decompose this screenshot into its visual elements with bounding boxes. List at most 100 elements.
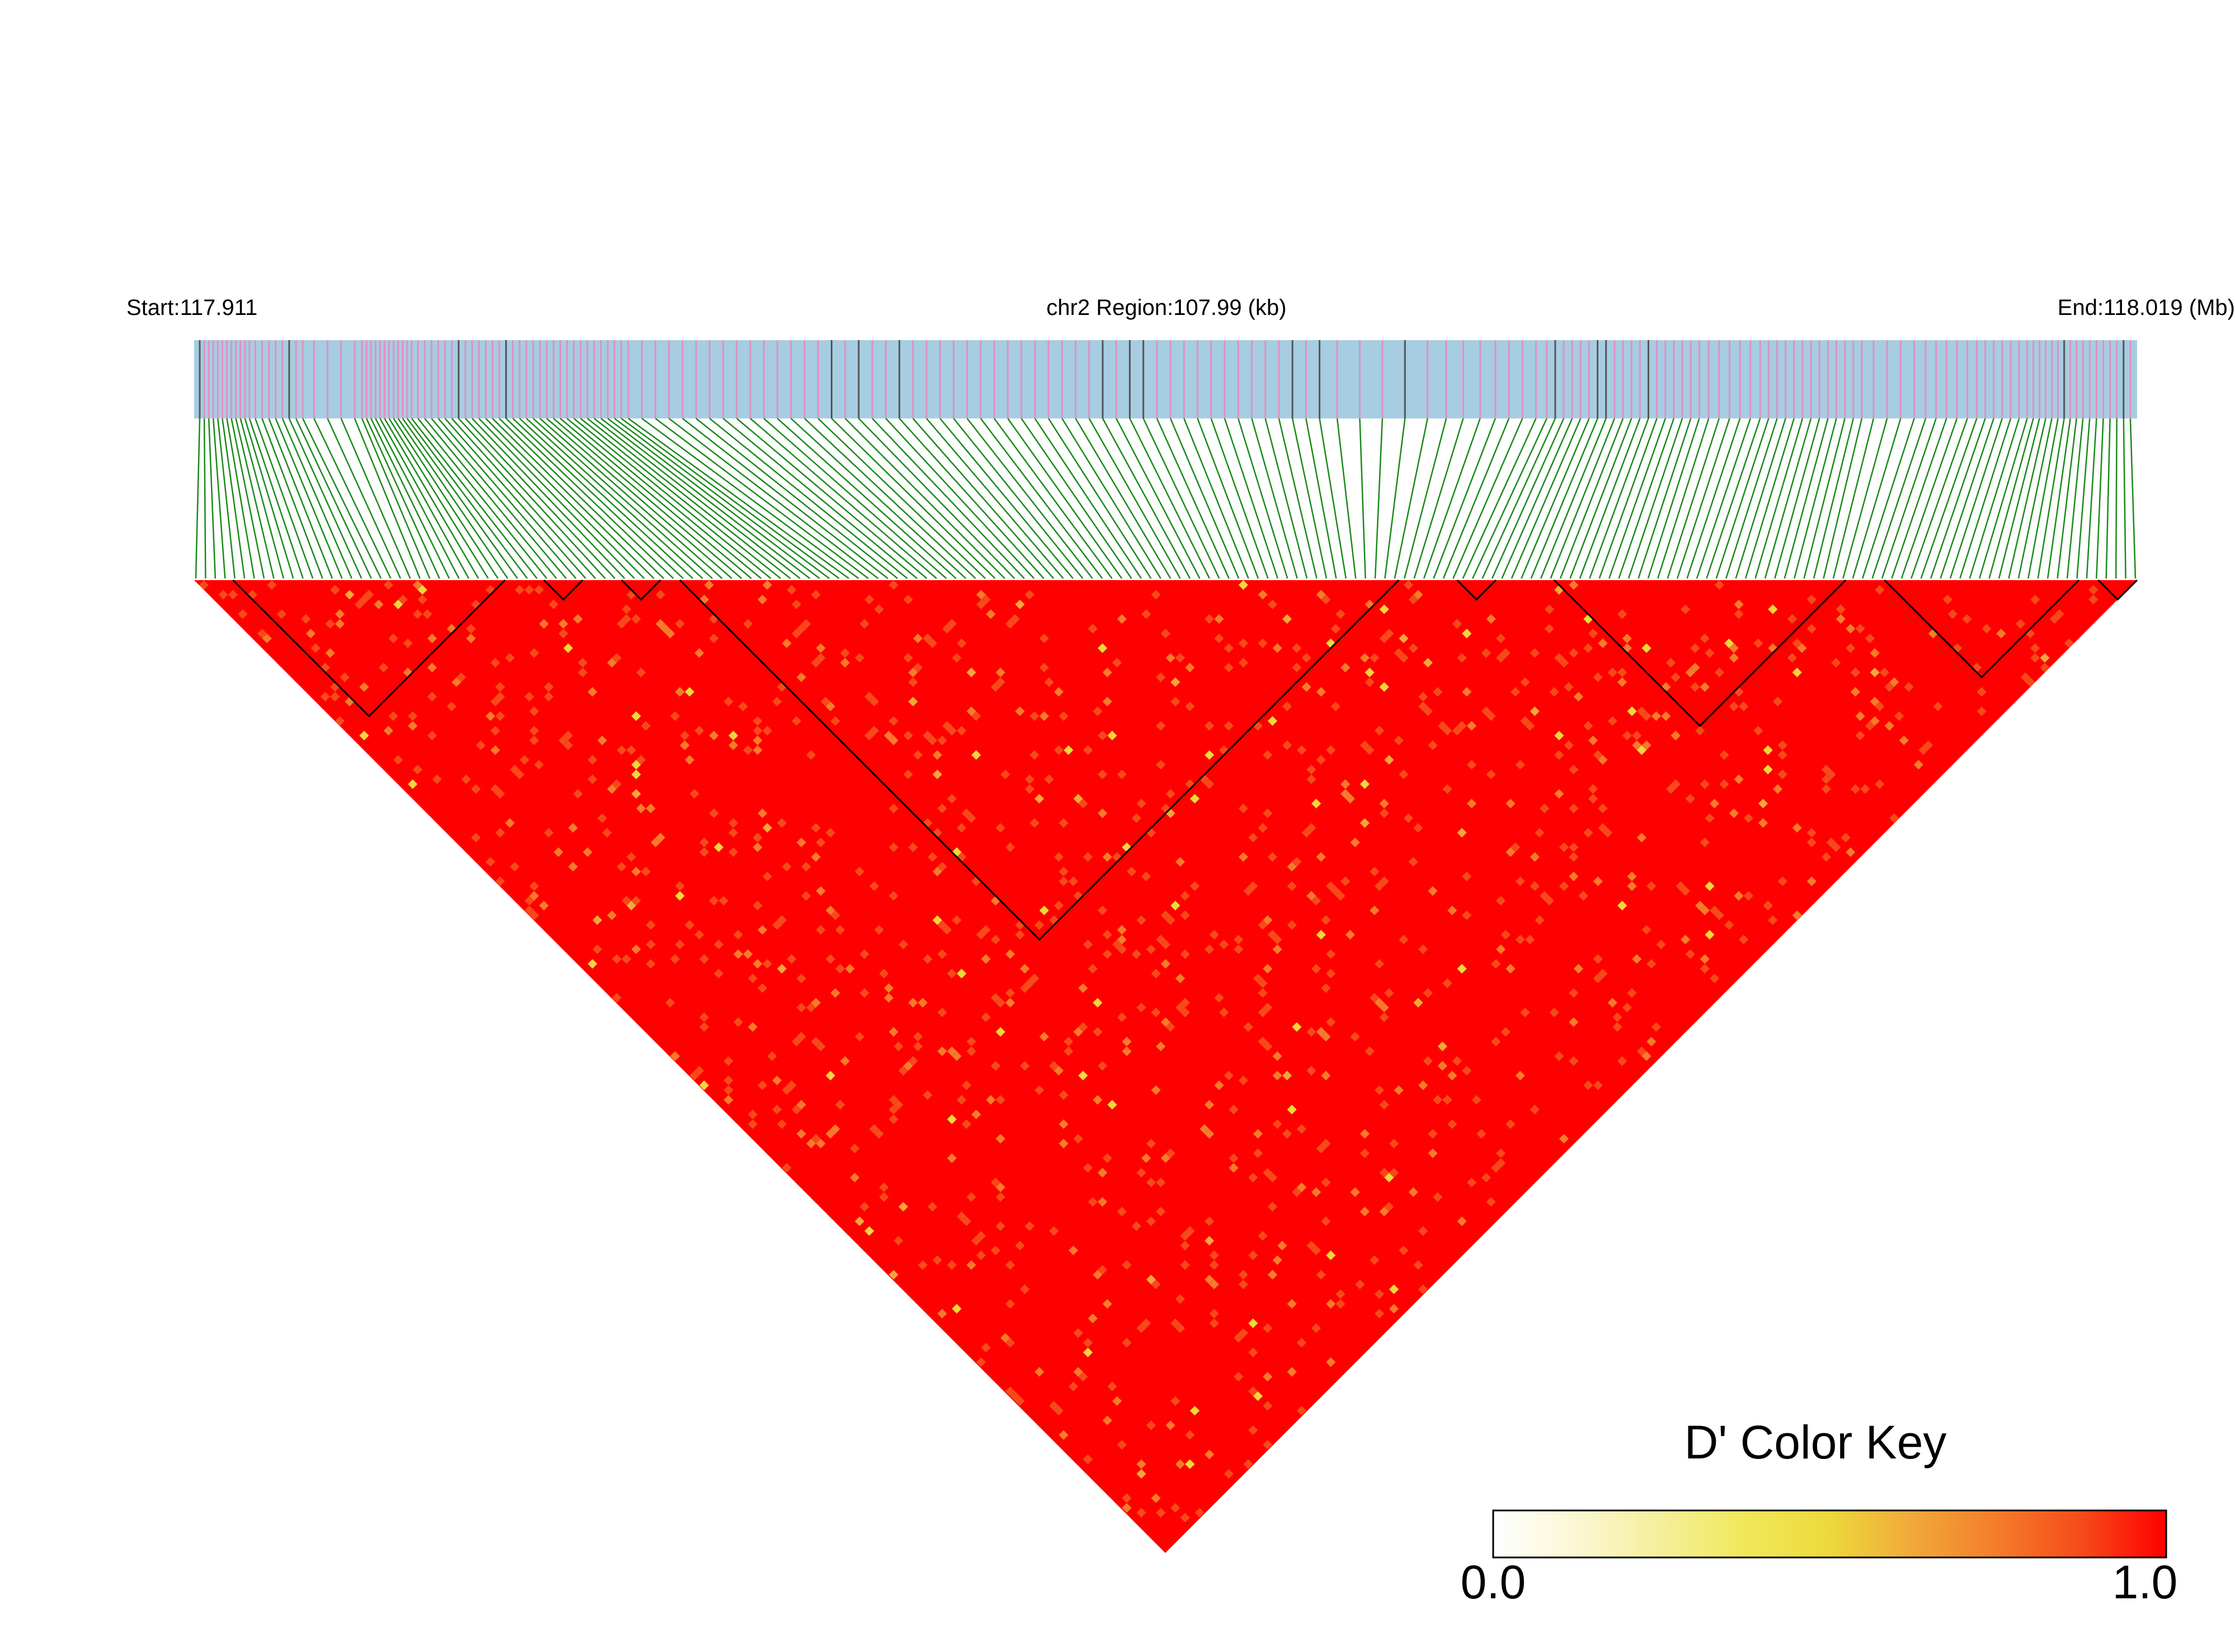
ld-cell	[1058, 1119, 1069, 1129]
ld-cell	[733, 930, 744, 940]
ld-cell	[301, 614, 311, 624]
ld-cell	[515, 585, 525, 595]
snp-connector	[763, 418, 947, 579]
ld-cell	[947, 794, 957, 804]
ld-cell	[762, 823, 773, 833]
ld-cell	[976, 590, 986, 600]
ld-cell	[1005, 949, 1015, 959]
snp-connector	[327, 418, 402, 579]
snp-connector	[1725, 418, 1778, 579]
ld-cell	[1005, 988, 1015, 998]
ld-cell	[1238, 1279, 1249, 1289]
ld-cell	[1359, 1148, 1370, 1159]
ld-cell	[665, 628, 675, 639]
ld-cell	[456, 672, 467, 683]
ld-cell	[816, 886, 826, 896]
ld-cell	[825, 827, 836, 838]
ld-cell	[631, 760, 641, 770]
snp-connector	[406, 418, 528, 579]
snp-connector	[2105, 418, 2111, 579]
ld-cell	[947, 968, 957, 978]
ld-cell	[1098, 1265, 1108, 1275]
snp-connector	[1823, 418, 1863, 579]
ld-cell	[685, 755, 695, 765]
ld-cell	[869, 1124, 879, 1134]
snp-connector	[1813, 418, 1854, 579]
ld-cell	[1495, 1148, 1506, 1159]
ld-cell	[1234, 1333, 1244, 1343]
snp-connector	[682, 418, 888, 579]
ld-cell	[403, 638, 413, 648]
ld-cell	[816, 837, 826, 848]
snp-connector	[1530, 418, 1598, 579]
ld-cell	[539, 901, 549, 911]
snp-connector	[512, 418, 684, 579]
ld-cell	[796, 1003, 806, 1013]
ld-cell	[1248, 1386, 1258, 1396]
ld-cell	[1151, 1279, 1161, 1289]
ld-cell	[1569, 872, 1579, 882]
snp-connector	[559, 418, 752, 579]
snp-connector	[255, 418, 314, 579]
ld-cell	[1064, 1037, 1074, 1047]
ld-cell	[1340, 876, 1351, 886]
ld-cell	[1088, 964, 1098, 974]
snp-connector	[2017, 418, 2053, 579]
ld-cell	[1053, 745, 1064, 755]
ld-cell	[850, 1173, 860, 1183]
snp-connector	[1413, 418, 1464, 579]
ld-cell	[393, 599, 403, 610]
ld-cell	[1418, 1284, 1428, 1295]
ld-cell	[782, 1085, 792, 1095]
ld-cell	[1204, 1216, 1215, 1226]
ld-cell	[568, 823, 578, 833]
ld-cell	[1058, 867, 1069, 877]
ld-cell	[830, 716, 840, 726]
ld-cell	[966, 813, 976, 823]
ld-cell	[976, 1250, 986, 1260]
ld-cell	[1267, 1202, 1278, 1212]
snp-connector	[402, 418, 518, 579]
ld-cell	[1204, 1274, 1215, 1284]
ld-cell	[777, 964, 787, 974]
ld-cell	[238, 609, 248, 619]
ld-cell	[796, 1032, 806, 1042]
snp-connector	[397, 418, 509, 579]
ld-cell	[592, 944, 603, 954]
ld-cell	[1491, 1162, 1501, 1173]
snp-connector	[1589, 418, 1649, 579]
ld-cell	[1996, 628, 2006, 639]
ld-cell	[1189, 1406, 1200, 1416]
ld-cell	[544, 682, 554, 692]
ld-cell	[995, 667, 1005, 677]
ld-cell	[884, 993, 894, 1003]
ld-cell	[325, 619, 335, 629]
ld-cell	[534, 760, 544, 770]
ld-cell	[631, 944, 641, 954]
ld-cell	[937, 949, 947, 959]
ld-cell	[991, 1061, 1001, 1071]
snp-connector	[980, 418, 1103, 579]
snp-connector	[1686, 418, 1741, 579]
ld-cell	[1209, 1309, 1219, 1319]
ld-cell	[961, 1080, 972, 1090]
ld-cell	[1234, 1372, 1244, 1382]
ld-cell	[792, 716, 802, 726]
ld-cell	[976, 1357, 986, 1367]
ld-cell	[714, 939, 724, 949]
ld-cell	[1098, 1197, 1108, 1207]
ld-cell	[728, 818, 738, 828]
ld-cell	[830, 1124, 840, 1134]
ld-cell	[1034, 794, 1044, 804]
snp-connector	[1979, 418, 2028, 579]
ld-cell	[888, 842, 898, 853]
ld-cell	[539, 619, 549, 629]
ld-cell	[792, 599, 802, 610]
ld-cell	[908, 1056, 918, 1066]
ld-cell	[1263, 1401, 1273, 1411]
ld-cell	[1122, 1037, 1132, 1047]
ld-cell	[981, 595, 991, 605]
snp-connector	[1291, 418, 1328, 579]
ld-cell	[646, 920, 656, 930]
ld-cell	[699, 1012, 709, 1023]
